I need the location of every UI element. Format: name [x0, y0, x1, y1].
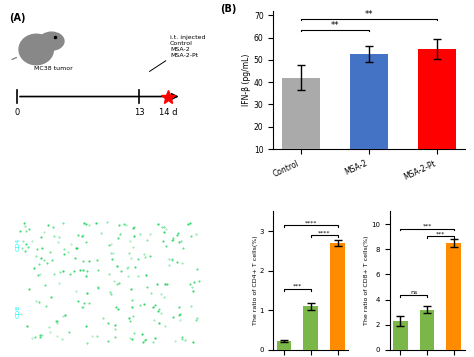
Text: (C): (C) — [9, 214, 26, 224]
Text: MSA-2-Pt: MSA-2-Pt — [148, 216, 176, 221]
Text: ***: *** — [422, 224, 432, 229]
Bar — [350, 54, 388, 171]
Text: MSA-2: MSA-2 — [95, 216, 115, 221]
Y-axis label: The ratio of CD4+ T cells(%): The ratio of CD4+ T cells(%) — [253, 236, 258, 326]
Text: Control: Control — [36, 216, 59, 221]
Text: ns: ns — [410, 291, 417, 296]
Text: CD8: CD8 — [15, 305, 20, 318]
Bar — [282, 78, 319, 171]
Text: MC38 tumor: MC38 tumor — [34, 66, 73, 71]
Bar — [277, 341, 292, 350]
Text: ****: **** — [305, 220, 317, 225]
Y-axis label: The ratio of CD8+ T cells(%): The ratio of CD8+ T cells(%) — [365, 236, 369, 325]
Text: i.t. injected
Control
MSA-2
MSA-2-Pt: i.t. injected Control MSA-2 MSA-2-Pt — [170, 35, 206, 58]
Text: **: ** — [365, 10, 373, 19]
Bar — [330, 243, 345, 350]
Text: ***: *** — [293, 283, 302, 288]
Y-axis label: IFN-β (pg/mL): IFN-β (pg/mL) — [242, 54, 251, 106]
Text: CD4: CD4 — [15, 238, 20, 251]
Circle shape — [39, 32, 64, 50]
Bar — [419, 49, 456, 171]
Text: ***: *** — [436, 231, 445, 236]
Ellipse shape — [19, 34, 54, 65]
Text: 14 d: 14 d — [159, 107, 177, 116]
Text: **: ** — [330, 21, 339, 30]
Text: (A): (A) — [9, 14, 26, 24]
Text: 0: 0 — [15, 107, 20, 116]
Bar — [419, 310, 434, 350]
Bar — [447, 243, 461, 350]
Text: ****: **** — [318, 230, 330, 235]
Text: 13: 13 — [134, 107, 145, 116]
Bar — [393, 321, 408, 350]
Bar — [303, 306, 318, 350]
Text: (B): (B) — [220, 4, 236, 14]
